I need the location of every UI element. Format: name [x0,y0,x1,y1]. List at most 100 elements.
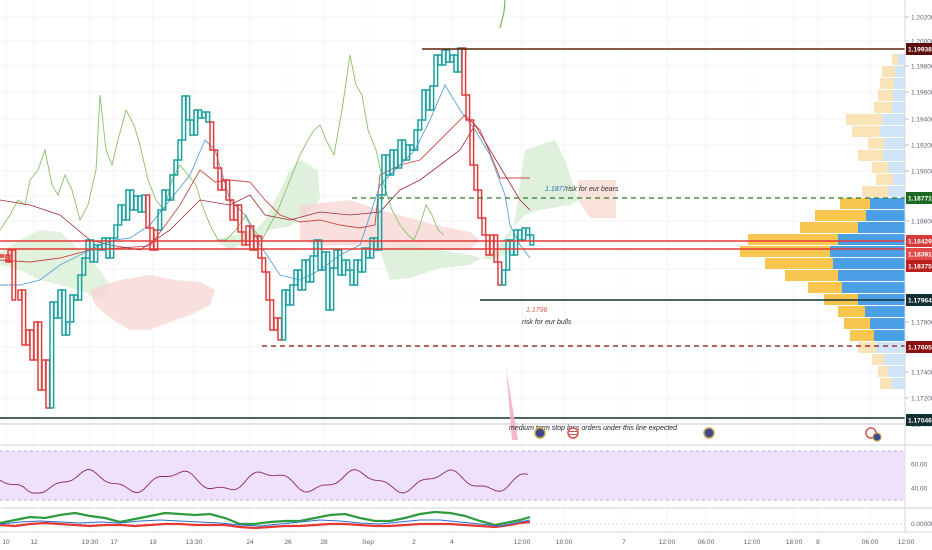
price-bar [301,259,307,291]
price-bar [217,167,223,191]
cloud-red-left [90,275,215,330]
volume-profile-bar [878,366,888,377]
price-label-text: 1.18429 [908,239,932,246]
price-bar [453,54,459,73]
price-tick-label: 1.20000 [911,39,932,46]
volume-profile-bar [870,318,905,329]
rsi-tick-label: 40.00 [911,486,928,493]
price-bar [341,259,347,276]
price-bar [501,269,507,286]
price-bar [337,249,343,276]
volume-profile [740,54,905,389]
price-bar [65,321,71,336]
stop-loss-text-label: medium term stop loss orders under this … [509,425,678,432]
chart-annotations: 1.1877 risk for eur bears 1.1796 risk fo… [509,186,678,432]
time-tick-label: 12 [30,539,38,546]
eu-event-icon-3[interactable] [872,432,882,442]
price-label-badge [906,192,932,204]
price-label-text: 1.18771 [908,196,932,203]
volume-profile-bar [876,174,893,185]
cloud-green-left [0,230,110,300]
price-bar [77,274,83,301]
price-bar [465,94,471,121]
price-tick-label: 1.19400 [911,117,932,124]
price-bar [469,119,475,166]
us-flag-stripes [569,431,577,432]
volume-profile-bar [876,342,905,353]
price-axis[interactable]: 1.20200 1.20000 1.19800 1.19600 1.19400 1.192… [905,15,932,429]
volume-profile-bar [882,114,905,125]
price-level-labels: 1.19938 1.18771 1.18429 1.18391 1.18375 1.179… [906,43,932,426]
price-bar [265,271,271,301]
volume-profile-bar [800,222,858,233]
price-bar [0,254,5,258]
oscillator-axis[interactable]: 0.00000 [911,521,932,528]
rsi-line [0,468,529,494]
volume-profile-bar [858,342,876,353]
price-bar [481,217,487,236]
price-label-text: 1.18375 [908,264,932,271]
time-axis[interactable]: 10 12 19:30 17 19 13:30 24 26 28 Sep 2 4 12:00 18:00 7… [2,539,914,546]
time-tick-label: 7 [622,539,626,546]
osc-blue-line [0,519,531,527]
price-label-text: 1.17964 [908,298,932,305]
price-bar [393,149,399,169]
price-label-badge [906,235,932,247]
volume-profile-bar [872,162,888,173]
price-bar [125,189,131,221]
volume-profile-bar [878,90,893,101]
time-tick-label: 28 [320,539,328,546]
time-tick-label: 17 [110,539,118,546]
price-bar [229,199,235,221]
price-bar [225,179,231,201]
time-tick-label: 12:00 [514,539,531,546]
time-tick-label: 26 [284,539,292,546]
price-bar [197,109,203,119]
price-tick-label: 1.20200 [911,15,932,22]
price-bar [189,119,195,136]
rsi-pane[interactable] [0,450,905,501]
price-bar [345,259,351,271]
price-bar [525,227,531,236]
rsi-axis[interactable]: 60.00 40.00 [911,462,928,493]
cloud-red-mid [300,200,480,250]
volume-profile-bar [898,54,905,65]
volume-profile-bar [865,306,905,317]
ichimoku-cloud [0,140,616,330]
event-icons[interactable] [534,427,882,442]
oscillator-pane[interactable] [0,510,905,530]
volume-profile-bar [785,270,838,281]
price-bar [201,111,207,119]
price-tick-label: 1.17400 [911,370,932,377]
price-bar [137,195,143,213]
price-bar [237,204,243,233]
price-bar [273,317,279,331]
price-bar [445,49,451,63]
price-bar [113,224,119,239]
time-tick-label: 19 [149,539,157,546]
price-bar [289,284,295,306]
price-bar [169,174,175,201]
eu-event-icon[interactable] [534,427,546,439]
us-event-icon[interactable] [567,427,579,439]
eu-event-icon-2[interactable] [703,427,715,439]
volume-profile-bar [866,210,905,221]
bears-text-label: risk for eur bears [566,186,619,193]
volume-profile-bar [894,78,905,89]
price-bar [233,204,239,221]
price-label-badge [906,414,932,426]
volume-profile-bar [765,258,833,269]
volume-profile-bar [748,234,838,245]
time-tick-label: 12:00 [659,539,676,546]
price-levels [0,48,905,425]
price-bar [133,195,139,211]
time-tick-label: 19:30 [82,539,99,546]
bulls-price-label: 1.1796 [526,307,548,314]
osc-red-line [0,520,531,530]
price-bar [177,139,183,161]
volume-profile-bar [880,126,905,137]
price-label-text: 1.17605 [908,345,932,352]
price-bar [329,267,335,311]
price-bar [193,109,199,136]
